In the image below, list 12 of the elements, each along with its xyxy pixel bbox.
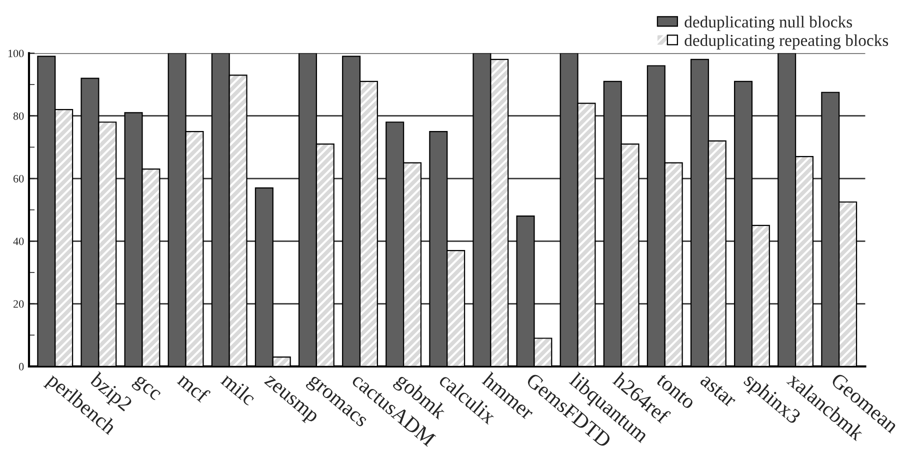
legend-label: deduplicating null blocks: [684, 16, 852, 31]
legend-label: deduplicating repeating blocks: [684, 34, 888, 50]
y-tick-label: 60: [13, 174, 24, 182]
x-tick-label: milc: [220, 372, 258, 406]
x-tick-label: astar: [700, 374, 737, 408]
y-tick-label: 80: [13, 112, 24, 120]
y-tick-label: 100: [8, 50, 24, 58]
x-tick-label: gcc: [130, 374, 162, 404]
x-tick-label: mcf: [176, 371, 211, 404]
y-tick-label: 20: [14, 300, 24, 308]
y-tick-label: 0: [19, 362, 24, 370]
y-tick-label: 40: [13, 238, 24, 246]
